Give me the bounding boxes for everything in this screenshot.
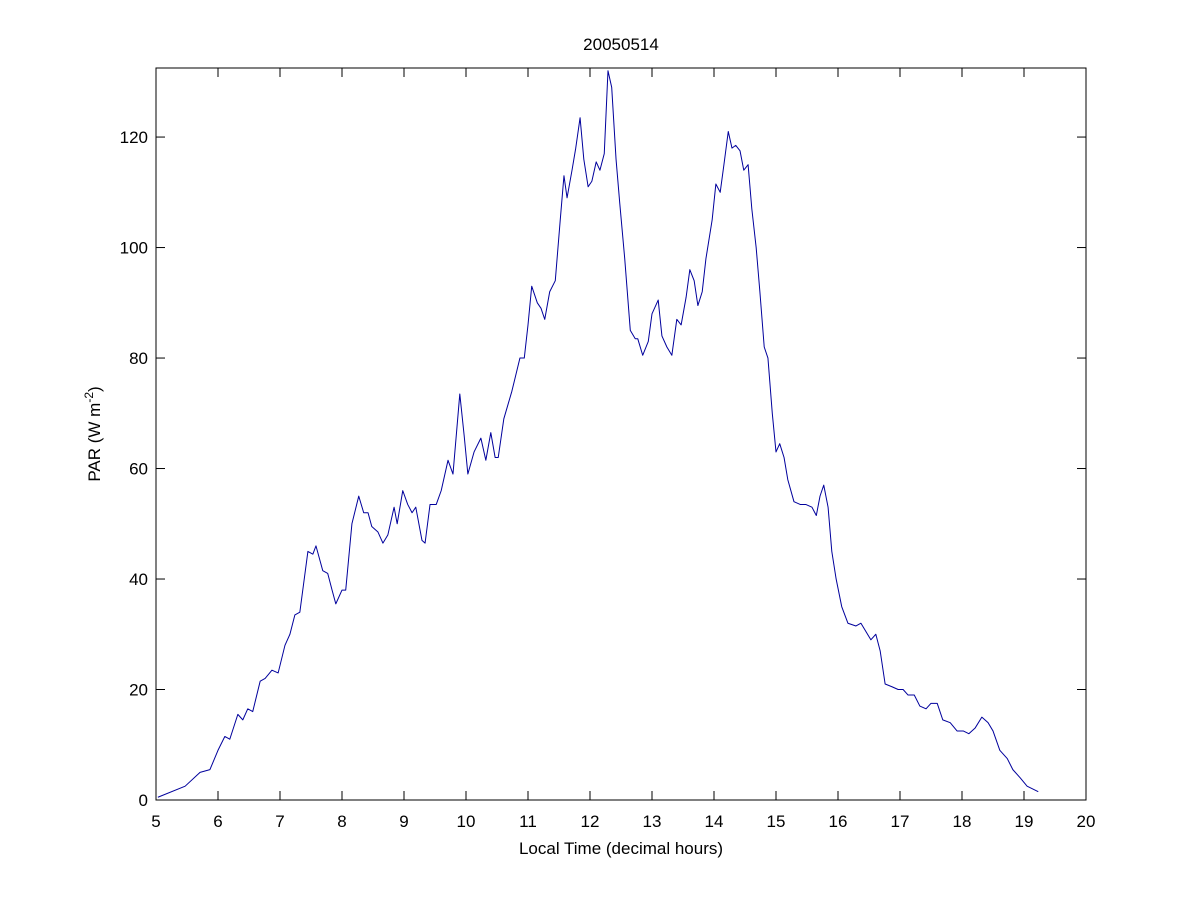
x-tick-label: 20 bbox=[1077, 812, 1096, 831]
x-tick-label: 12 bbox=[581, 812, 600, 831]
x-tick-label: 8 bbox=[337, 812, 346, 831]
x-tick-label: 7 bbox=[275, 812, 284, 831]
x-tick-label: 9 bbox=[399, 812, 408, 831]
y-tick-label: 80 bbox=[129, 349, 148, 368]
y-tick-label: 20 bbox=[129, 681, 148, 700]
x-tick-label: 18 bbox=[953, 812, 972, 831]
x-tick-label: 16 bbox=[829, 812, 848, 831]
y-label-suffix: ) bbox=[85, 386, 104, 392]
x-tick-label: 14 bbox=[705, 812, 724, 831]
x-tick-label: 11 bbox=[519, 812, 537, 831]
y-tick-label: 120 bbox=[120, 128, 148, 147]
x-tick-label: 15 bbox=[767, 812, 786, 831]
x-tick-label: 10 bbox=[457, 812, 476, 831]
x-tick-label: 13 bbox=[643, 812, 662, 831]
x-tick-label: 6 bbox=[213, 812, 222, 831]
x-tick-label: 17 bbox=[891, 812, 910, 831]
plot-frame bbox=[155, 67, 1087, 801]
y-tick-label: 60 bbox=[129, 460, 148, 479]
x-tick-label: 19 bbox=[1015, 812, 1034, 831]
y-label-text: PAR (W m bbox=[85, 403, 104, 482]
chart-title: 20050514 bbox=[583, 35, 659, 54]
y-axis-label: PAR (W m-2) bbox=[82, 386, 104, 481]
y-tick-label: 40 bbox=[129, 570, 148, 589]
x-tick-label: 5 bbox=[151, 812, 160, 831]
data-line bbox=[157, 70, 1039, 798]
y-label-superscript: -2 bbox=[82, 392, 96, 403]
x-axis-label: Local Time (decimal hours) bbox=[519, 839, 723, 858]
y-tick-label: 100 bbox=[120, 239, 148, 258]
y-tick-label: 0 bbox=[139, 791, 148, 810]
